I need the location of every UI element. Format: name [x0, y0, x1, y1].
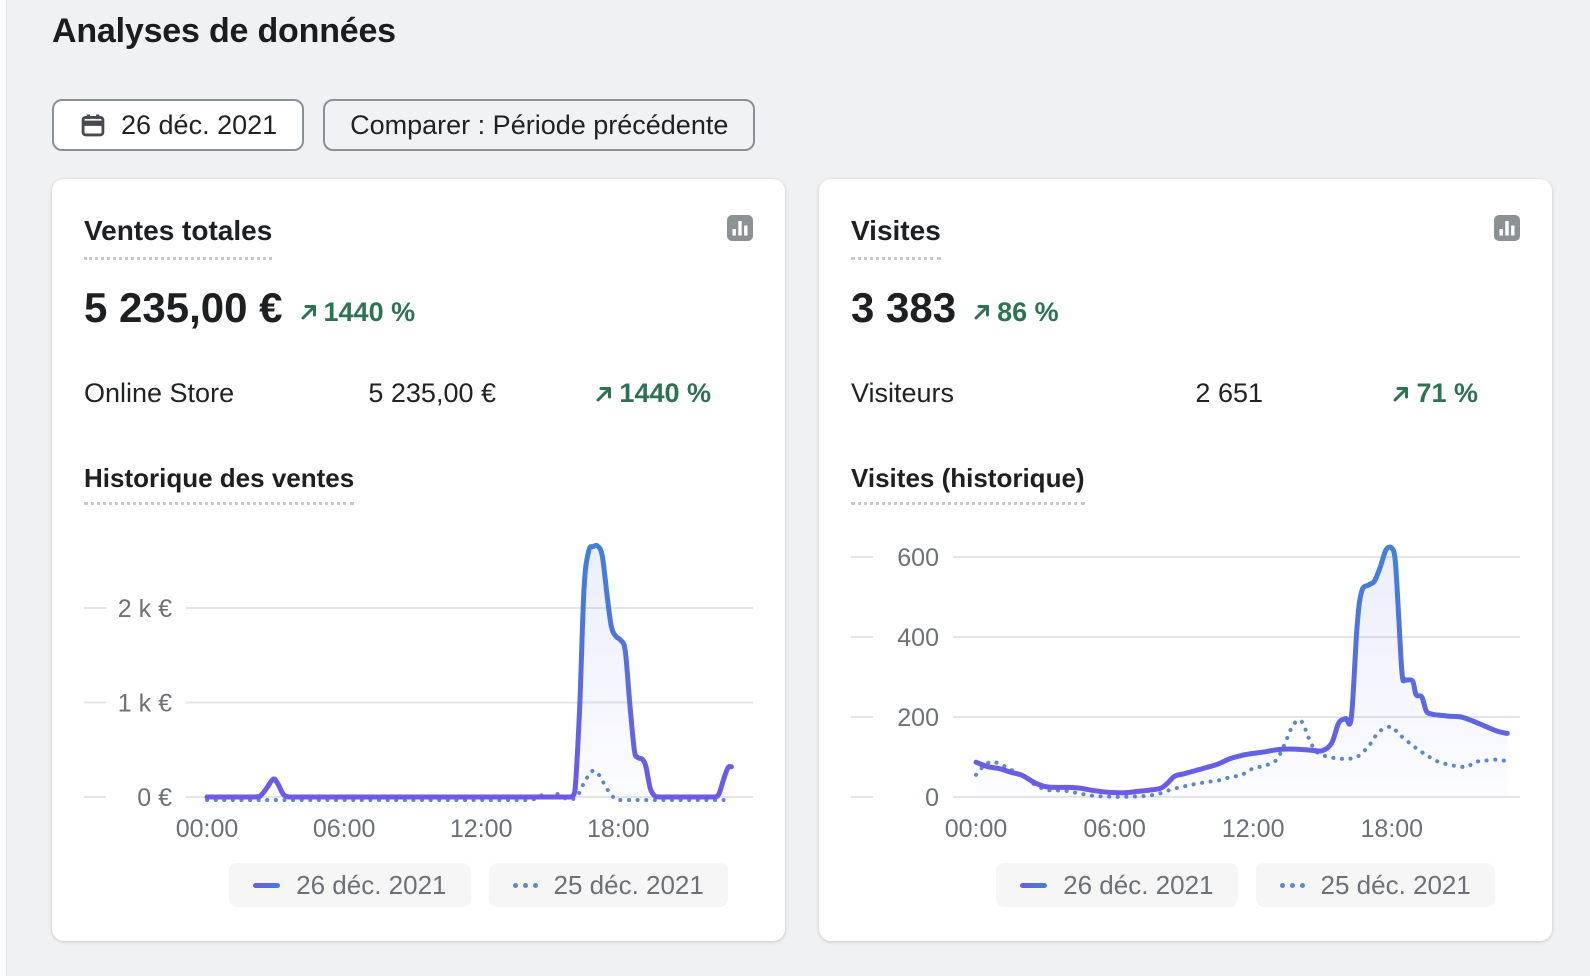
chart-legend: 26 déc. 2021 25 déc. 2021 — [204, 863, 753, 907]
chart-legend: 26 déc. 2021 25 déc. 2021 — [971, 863, 1520, 907]
svg-text:12:00: 12:00 — [450, 815, 513, 843]
view-report-button[interactable] — [727, 215, 753, 241]
metric-label: Visiteurs — [851, 378, 955, 408]
metric-delta: 1440 % — [594, 378, 711, 409]
trend-up-icon — [301, 305, 316, 320]
trend-up-icon — [596, 386, 612, 401]
sales-channel-row: Online Store 5 235,00 € 1440 % — [84, 378, 753, 409]
svg-text:00:00: 00:00 — [176, 815, 239, 843]
app-left-edge — [0, 0, 7, 976]
calendar-icon — [79, 111, 107, 139]
legend-label: 25 déc. 2021 — [1320, 869, 1471, 900]
svg-text:00:00: 00:00 — [945, 815, 1008, 843]
svg-text:1 k €: 1 k € — [118, 690, 172, 718]
visitors-row: Visiteurs 2 651 71 % — [851, 378, 1520, 409]
visits-card: Visites 3 383 86 % — [819, 179, 1552, 941]
svg-text:06:00: 06:00 — [1083, 815, 1146, 843]
date-range-button[interactable]: 26 déc. 2021 — [52, 99, 305, 151]
metric-label: Online Store — [84, 378, 235, 408]
trend-up-icon — [1393, 386, 1409, 401]
svg-text:12:00: 12:00 — [1222, 815, 1285, 843]
metric-delta: 71 % — [1391, 378, 1478, 409]
sales-big-delta: 1440 % — [299, 297, 415, 328]
card-title-sales[interactable]: Ventes totales — [84, 215, 273, 260]
legend-item-previous: 25 déc. 2021 — [488, 863, 728, 907]
visits-big-value: 3 383 — [851, 284, 957, 331]
chart-title-sales-history[interactable]: Historique des ventes — [84, 463, 355, 505]
sales-history-chart[interactable]: 0 € 1 k € 2 k € 00:00 06:00 12:00 18:00 — [84, 511, 753, 859]
svg-text:18:00: 18:00 — [587, 815, 650, 843]
bar-chart-icon — [727, 215, 753, 241]
svg-text:600: 600 — [897, 544, 939, 572]
date-range-label: 26 déc. 2021 — [121, 109, 278, 140]
svg-text:2 k €: 2 k € — [118, 595, 172, 623]
card-title-visits[interactable]: Visites — [851, 215, 941, 260]
total-sales-card: Ventes totales 5 235,00 € 1440 % — [52, 179, 785, 941]
visits-history-chart[interactable]: 0 200 400 600 00:00 06:00 12:00 18:00 — [851, 511, 1520, 859]
svg-text:0: 0 — [925, 784, 939, 812]
metric-cards: Ventes totales 5 235,00 € 1440 % — [52, 179, 1554, 941]
legend-item-current: 26 déc. 2021 — [996, 863, 1238, 907]
svg-text:18:00: 18:00 — [1361, 815, 1424, 843]
dotted-line-icon — [512, 882, 538, 888]
view-report-button[interactable] — [1494, 215, 1520, 241]
metric-value: 2 651 — [1195, 378, 1263, 408]
filter-controls: 26 déc. 2021 Comparer : Période précéden… — [52, 99, 1554, 151]
sales-big-value: 5 235,00 € — [84, 284, 283, 331]
legend-label: 25 déc. 2021 — [553, 869, 704, 900]
solid-line-icon — [1020, 882, 1048, 888]
page-title: Analyses de données — [52, 12, 396, 50]
legend-label: 26 déc. 2021 — [1063, 869, 1214, 900]
bar-chart-icon — [1494, 215, 1520, 241]
chart-title-visits-history[interactable]: Visites (historique) — [851, 463, 1085, 505]
svg-text:06:00: 06:00 — [313, 815, 376, 843]
svg-text:400: 400 — [897, 624, 939, 652]
trend-up-icon — [974, 305, 990, 320]
legend-item-current: 26 déc. 2021 — [229, 863, 471, 907]
svg-text:200: 200 — [897, 704, 939, 732]
svg-text:0 €: 0 € — [137, 784, 172, 812]
legend-label: 26 déc. 2021 — [296, 869, 447, 900]
metric-value: 5 235,00 € — [368, 378, 496, 408]
solid-line-icon — [253, 882, 281, 888]
dotted-line-icon — [1279, 882, 1305, 888]
legend-item-previous: 25 déc. 2021 — [1255, 863, 1495, 907]
compare-button[interactable]: Comparer : Période précédente — [323, 99, 756, 151]
visits-big-delta: 86 % — [972, 297, 1059, 328]
